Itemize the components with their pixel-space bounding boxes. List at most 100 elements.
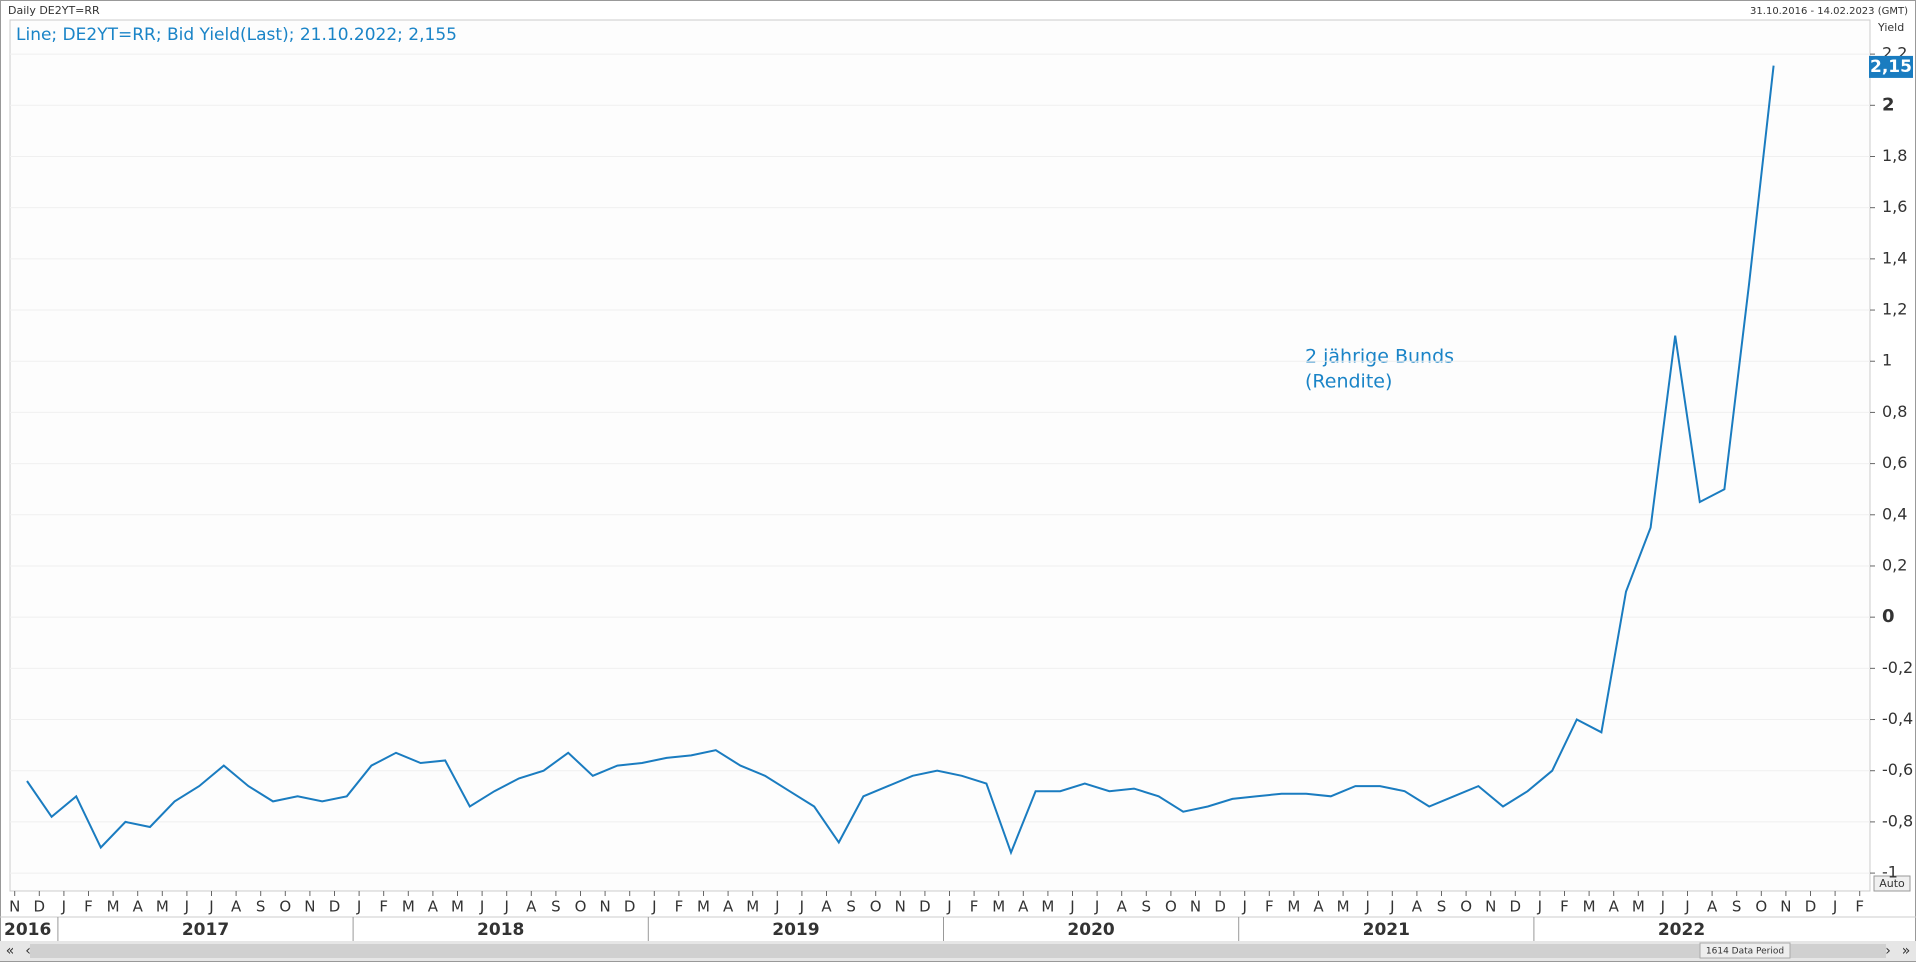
x-tick-label: D	[1805, 898, 1817, 916]
x-tick-label: J	[946, 898, 951, 916]
scroll-prev[interactable]: ‹	[25, 943, 31, 959]
annotation: 2 jährige Bunds	[1305, 346, 1454, 368]
x-tick-label: M	[402, 898, 415, 916]
x-tick-label: M	[1287, 898, 1300, 916]
x-tick-label: N	[304, 898, 315, 916]
header: Daily DE2YT=RR	[8, 4, 100, 17]
y-tick-label: -1	[1882, 863, 1898, 882]
x-tick-label: N	[1190, 898, 1201, 916]
y-tick-label: 1,6	[1882, 197, 1907, 216]
x-tick-label: F	[84, 898, 93, 916]
scroll-thumb[interactable]	[30, 944, 1886, 958]
x-tick-label: M	[156, 898, 169, 916]
y-tick-label: -0,6	[1882, 760, 1913, 779]
x-tick-label: F	[1560, 898, 1569, 916]
x-tick-label: A	[133, 898, 144, 916]
x-tick-label: F	[1855, 898, 1864, 916]
scroll-last[interactable]: »	[1902, 943, 1911, 959]
y-tick-label: 0,4	[1882, 504, 1907, 523]
x-tick-label: N	[1780, 898, 1791, 916]
y-tick-label: 2	[1882, 94, 1895, 115]
x-tick-label: O	[575, 898, 587, 916]
x-tick-label: F	[1265, 898, 1274, 916]
y-tick-label: 0,2	[1882, 555, 1907, 574]
x-tick-label: D	[624, 898, 636, 916]
y-tick-label: 1	[1882, 351, 1892, 370]
x-tick-label: A	[1313, 898, 1324, 916]
auto-button[interactable]	[1873, 875, 1911, 892]
scroll-next[interactable]: ›	[1885, 943, 1891, 959]
x-tick-label: J	[356, 898, 361, 916]
date-range: 31.10.2016 - 14.02.2023 (GMT)	[1750, 6, 1908, 17]
x-tick-label: M	[107, 898, 120, 916]
x-tick-label: D	[34, 898, 46, 916]
x-tick-label: J	[208, 898, 213, 916]
x-tick-label: S	[1732, 898, 1742, 916]
year-label: 2021	[1363, 920, 1410, 940]
y-tick-label: 1,2	[1882, 300, 1907, 319]
x-tick-label: J	[61, 898, 66, 916]
x-tick-label: N	[9, 898, 20, 916]
x-tick-label: F	[379, 898, 388, 916]
x-tick-label: M	[1632, 898, 1645, 916]
y-tick-label: 1,8	[1882, 146, 1907, 165]
x-tick-label: A	[1412, 898, 1423, 916]
x-tick-label: A	[723, 898, 734, 916]
x-tick-label: J	[503, 898, 508, 916]
annotation: (Rendite)	[1305, 371, 1392, 393]
x-tick-label: D	[919, 898, 931, 916]
x-tick-label: J	[1660, 898, 1665, 916]
x-tick-label: A	[231, 898, 242, 916]
y-tick-label: 0,6	[1882, 453, 1907, 472]
x-tick-label: J	[1537, 898, 1542, 916]
x-tick-label: F	[675, 898, 684, 916]
y-axis-label: Yield	[1877, 21, 1904, 34]
x-tick-label: S	[256, 898, 266, 916]
x-tick-label: J	[1069, 898, 1074, 916]
x-tick-label: A	[821, 898, 832, 916]
x-tick-label: A	[428, 898, 439, 916]
x-tick-label: M	[1583, 898, 1596, 916]
x-tick-label: J	[1389, 898, 1394, 916]
x-tick-label: A	[1707, 898, 1718, 916]
last-value-label: 2,15	[1870, 57, 1912, 77]
y-tick-label: -0,4	[1882, 709, 1913, 728]
year-label: 2019	[772, 920, 819, 940]
year-label: 2017	[182, 920, 229, 940]
x-tick-label: O	[1755, 898, 1767, 916]
x-tick-label: N	[1485, 898, 1496, 916]
x-tick-label: J	[1094, 898, 1099, 916]
x-tick-label: S	[846, 898, 856, 916]
scroll-first[interactable]: «	[6, 943, 15, 959]
x-tick-label: J	[479, 898, 484, 916]
x-tick-label: S	[1437, 898, 1447, 916]
x-tick-label: O	[1165, 898, 1177, 916]
x-tick-label: J	[774, 898, 779, 916]
x-tick-label: J	[799, 898, 804, 916]
x-tick-label: O	[279, 898, 291, 916]
x-tick-label: A	[1609, 898, 1620, 916]
data-period: 1614 Data Period	[1706, 947, 1784, 957]
x-tick-label: O	[870, 898, 882, 916]
x-tick-label: M	[697, 898, 710, 916]
year-label: 2018	[477, 920, 524, 940]
x-tick-label: J	[1832, 898, 1837, 916]
x-tick-label: M	[1337, 898, 1350, 916]
year-label: 2016	[4, 920, 51, 940]
x-tick-label: S	[551, 898, 561, 916]
x-tick-label: A	[526, 898, 537, 916]
series-line	[26, 65, 1775, 856]
x-tick-label: J	[184, 898, 189, 916]
x-tick-label: D	[329, 898, 341, 916]
y-tick-label: 0	[1882, 606, 1895, 627]
x-tick-label: A	[1018, 898, 1029, 916]
auto-button-label[interactable]: Auto	[1879, 877, 1905, 890]
x-tick-label: D	[1510, 898, 1522, 916]
last-value-badge	[1869, 55, 1913, 78]
x-tick-label: F	[970, 898, 979, 916]
plot-area	[9, 19, 1871, 892]
x-tick-label: N	[895, 898, 906, 916]
x-tick-label: D	[1214, 898, 1226, 916]
x-tick-label: O	[1460, 898, 1472, 916]
